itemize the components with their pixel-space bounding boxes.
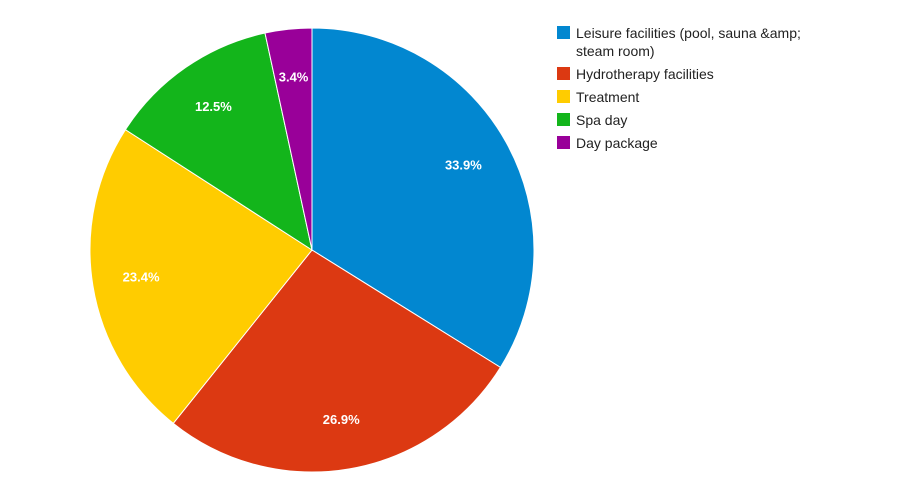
legend-item-4[interactable]: Day package <box>557 134 887 152</box>
slice-value-label-0: 33.9% <box>445 157 482 172</box>
slice-value-label-1: 26.9% <box>323 412 360 427</box>
slice-value-label-4: 3.4% <box>279 69 309 84</box>
pie-slice-4[interactable] <box>264 27 313 251</box>
legend-item-0[interactable]: Leisure facilities (pool, sauna &amp; st… <box>557 24 887 60</box>
slice-value-label-2: 23.4% <box>123 269 160 284</box>
legend-label: Day package <box>576 135 658 151</box>
pie-slice-1[interactable] <box>172 249 502 473</box>
legend-item-3[interactable]: Spa day <box>557 111 887 129</box>
legend-label: Leisure facilities (pool, sauna &amp; st… <box>576 25 801 59</box>
legend-swatch <box>557 90 570 103</box>
chart-legend: Leisure facilities (pool, sauna &amp; st… <box>557 24 887 157</box>
legend-label: Spa day <box>576 112 628 128</box>
pie-slice-0[interactable] <box>311 27 535 369</box>
legend-swatch <box>557 113 570 126</box>
pie-slice-2[interactable] <box>89 128 313 425</box>
legend-label: Treatment <box>576 89 640 105</box>
legend-swatch <box>557 26 570 39</box>
legend-swatch <box>557 136 570 149</box>
slice-value-label-3: 12.5% <box>195 99 232 114</box>
legend-item-1[interactable]: Hydrotherapy facilities <box>557 65 887 83</box>
legend-swatch <box>557 67 570 80</box>
legend-item-2[interactable]: Treatment <box>557 88 887 106</box>
legend-label: Hydrotherapy facilities <box>576 66 714 82</box>
pie-slice-3[interactable] <box>124 32 313 252</box>
